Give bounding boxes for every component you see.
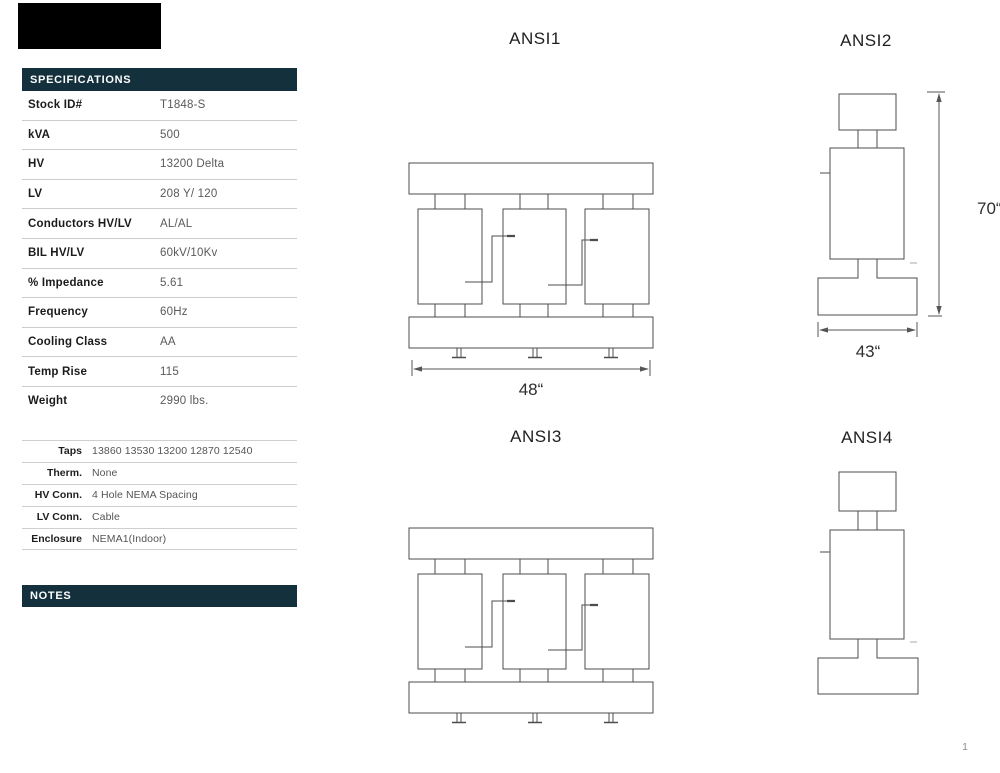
spec-row-frequency: Frequency 60Hz xyxy=(22,298,297,328)
ansi4-side-view-drawing xyxy=(817,471,919,695)
spec-row-temp-rise: Temp Rise 115 xyxy=(22,357,297,387)
spec-row-conductors: Conductors HV/LV AL/AL xyxy=(22,209,297,239)
specifications-table: Stock ID# T1848-S kVA 500 HV 13200 Delta… xyxy=(22,91,297,416)
detail-label: Taps xyxy=(58,445,82,458)
height-dimension: 70“ xyxy=(927,91,1000,317)
spec-row-lv: LV 208 Y/ 120 xyxy=(22,180,297,210)
spec-value: 500 xyxy=(160,128,180,141)
core-bottom-yoke xyxy=(408,681,654,714)
ansi1-front-view-drawing: 48“ xyxy=(408,162,654,399)
core-legs-top xyxy=(434,194,634,209)
detail-value: 4 Hole NEMA Spacing xyxy=(92,489,198,502)
coil-interconnect-wires xyxy=(465,600,597,651)
coil-windings xyxy=(417,208,650,305)
coil-winding xyxy=(829,529,905,640)
specifications-header-label: SPECIFICATIONS xyxy=(30,73,132,86)
detail-value: NEMA1(Indoor) xyxy=(92,533,167,545)
coil-windings xyxy=(417,573,650,670)
core-neck-top xyxy=(857,130,878,148)
detail-label: LV Conn. xyxy=(36,511,82,524)
ansi1-title: ANSI1 xyxy=(509,29,561,48)
core-top-yoke xyxy=(408,162,654,195)
spec-label: % Impedance xyxy=(28,276,104,289)
spec-value: T1848-S xyxy=(160,99,206,112)
spec-value: AL/AL xyxy=(160,217,193,230)
spec-label: Weight xyxy=(28,395,68,408)
spec-label: HV xyxy=(28,158,45,171)
spec-label: Stock ID# xyxy=(28,99,83,112)
wire-terminal-stubs xyxy=(507,599,598,607)
spec-label: kVA xyxy=(28,128,51,141)
core-neck-top xyxy=(857,511,878,530)
specifications-header: SPECIFICATIONS xyxy=(22,68,297,91)
spec-value: 2990 lbs. xyxy=(160,395,209,408)
details-table: Taps 13860 13530 13200 12870 12540 Therm… xyxy=(22,440,297,551)
width-dimension: 48“ xyxy=(411,360,651,399)
core-legs-bottom xyxy=(434,304,634,317)
detail-label: Therm. xyxy=(46,467,82,480)
detail-value: 13860 13530 13200 12870 12540 xyxy=(92,445,253,458)
spec-label: Frequency xyxy=(28,306,88,319)
detail-row-taps: Taps 13860 13530 13200 12870 12540 xyxy=(22,441,297,463)
detail-value: Cable xyxy=(92,511,120,524)
wire-terminal-stubs xyxy=(507,234,598,242)
spec-value: 5.61 xyxy=(160,276,184,289)
coil-interconnect-wires xyxy=(465,235,597,286)
top-yoke-end xyxy=(838,93,897,131)
spec-row-kva: kVA 500 xyxy=(22,121,297,151)
width-dimension: 43“ xyxy=(817,322,918,361)
spec-row-weight: Weight 2990 lbs. xyxy=(22,387,297,416)
mounting-feet xyxy=(452,713,618,724)
spec-value: AA xyxy=(160,336,176,349)
base-pedestal xyxy=(817,259,918,316)
core-legs-top xyxy=(434,559,634,574)
spec-label: Conductors HV/LV xyxy=(28,217,132,230)
spec-value: 60Hz xyxy=(160,306,188,319)
spec-label: BIL HV/LV xyxy=(28,247,85,260)
ansi3-front-view-drawing xyxy=(408,527,654,724)
company-logo xyxy=(18,3,161,49)
spec-row-impedance: % Impedance 5.61 xyxy=(22,269,297,299)
coil-winding xyxy=(829,147,905,260)
notes-header: NOTES xyxy=(22,585,297,607)
spec-row-cooling: Cooling Class AA xyxy=(22,328,297,358)
ansi2-side-view-drawing: 70“ 43“ xyxy=(817,91,1000,361)
mounting-feet xyxy=(452,348,618,359)
ansi3-title: ANSI3 xyxy=(510,427,562,446)
core-bottom-yoke xyxy=(408,316,654,349)
detail-row-therm: Therm. None xyxy=(22,463,297,485)
page-number: 1 xyxy=(962,742,968,753)
detail-row-enclosure: Enclosure NEMA1(Indoor) xyxy=(22,529,297,551)
spec-row-stock-id: Stock ID# T1848-S xyxy=(22,91,297,121)
spec-label: Cooling Class xyxy=(28,336,108,349)
core-top-yoke xyxy=(408,527,654,560)
ansi2-height-dimension-label: 70“ xyxy=(977,199,1000,218)
notes-header-label: NOTES xyxy=(30,590,72,602)
spec-label: LV xyxy=(28,188,43,201)
ansi2-title: ANSI2 xyxy=(840,31,892,50)
ansi1-width-dimension-label: 48“ xyxy=(519,380,544,399)
spec-value: 208 Y/ 120 xyxy=(160,188,218,201)
spec-value: 60kV/10Kv xyxy=(160,247,218,260)
top-yoke-end xyxy=(838,471,897,512)
spec-value: 115 xyxy=(160,365,179,378)
detail-label: HV Conn. xyxy=(34,489,82,502)
spec-row-hv: HV 13200 Delta xyxy=(22,150,297,180)
detail-row-lv-conn: LV Conn. Cable xyxy=(22,507,297,529)
core-legs-bottom xyxy=(434,669,634,682)
ansi4-title: ANSI4 xyxy=(841,428,893,447)
detail-label: Enclosure xyxy=(31,533,82,545)
detail-value: None xyxy=(92,467,118,480)
detail-row-hv-conn: HV Conn. 4 Hole NEMA Spacing xyxy=(22,485,297,507)
spec-value: 13200 Delta xyxy=(160,158,225,171)
spec-row-bil: BIL HV/LV 60kV/10Kv xyxy=(22,239,297,269)
ansi2-width-dimension-label: 43“ xyxy=(856,342,881,361)
base-pedestal xyxy=(817,639,919,695)
spec-label: Temp Rise xyxy=(28,365,88,378)
